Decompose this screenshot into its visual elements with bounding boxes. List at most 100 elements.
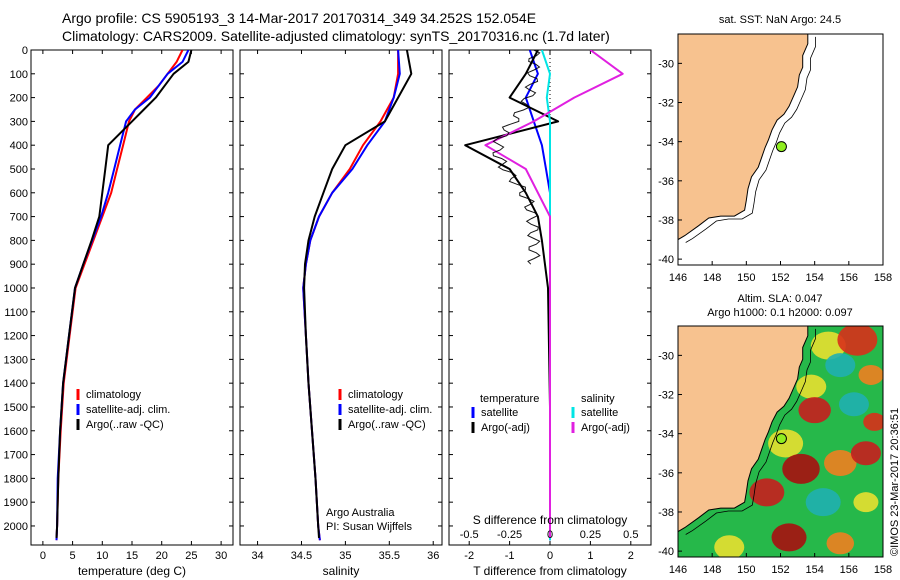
secondary-tick-label: 0.5: [623, 529, 638, 541]
legend-entry: Argo(-adj): [581, 422, 630, 434]
x-tick-label: 0: [40, 550, 46, 562]
map-x-tick-label: 150: [737, 564, 755, 576]
x-tick-label: 2: [628, 550, 634, 562]
y-tick-label: 1500: [4, 402, 28, 414]
x-tick-label: 30: [215, 550, 227, 562]
y-tick-label: 1000: [4, 283, 28, 295]
y-tick-label: 1700: [4, 450, 28, 462]
annotation-line-1: Argo Australia: [326, 507, 395, 519]
map-y-tick-label: -40: [658, 254, 674, 266]
y-tick-label: 100: [10, 69, 28, 81]
map-y-tick-label: -38: [658, 507, 674, 519]
secondary-tick-label: 0.25: [580, 529, 601, 541]
x-tick-label: 15: [126, 550, 138, 562]
legend-title-temperature: temperature: [480, 393, 539, 405]
difference-panel: -2 -1 0 1 2T difference from climatology temp…: [448, 49, 652, 578]
sla-anomaly-blob: [863, 412, 883, 431]
map-x-tick-label: 148: [703, 272, 721, 284]
y-tick-label: 1600: [4, 426, 28, 438]
sla-map-title-1: Altim. SLA: 0.047: [738, 293, 823, 305]
legend-entry: Argo(..raw -QC): [86, 419, 164, 431]
y-tick-label: 400: [10, 140, 28, 152]
sla-anomaly-blob: [782, 453, 820, 484]
map-x-tick-label: 150: [737, 272, 755, 284]
y-tick-label: 1800: [4, 473, 28, 485]
legend-entry: Argo(..raw -QC): [348, 419, 426, 431]
secondary-tick-label: -0.25: [497, 529, 522, 541]
sst_map-panel: 146 148 150 152 154 156 158 -30 -32 -34 -36 -38 -40: [658, 33, 892, 284]
difference-series-salinity-argo-adj-: [484, 50, 624, 538]
sla-anomaly-blob: [837, 326, 878, 356]
annotation-line-2: PI: Susan Wijffels: [326, 521, 412, 533]
y-tick-label: 800: [10, 235, 28, 247]
y-tick-label: 1900: [4, 497, 28, 509]
x-tick-label: 5: [70, 550, 76, 562]
legend-entry: climatology: [348, 389, 404, 401]
legend-entry: satellite-adj. clim.: [86, 404, 170, 416]
y-tick-label: 0: [22, 45, 28, 57]
map-x-tick-label: 156: [840, 272, 858, 284]
argo-float-marker: [775, 141, 787, 153]
title-line-2: Climatology: CARS2009. Satellite-adjuste…: [62, 28, 610, 44]
map-y-tick-label: -34: [658, 429, 674, 441]
temperature-panel: 0 5 10 15 20 25 300100200300400500600700800900…: [4, 45, 234, 578]
land-mass: [678, 34, 809, 241]
salinity-series-argo-raw-qc-: [303, 50, 413, 538]
x-tick-label: 34.5: [291, 550, 312, 562]
y-tick-label: 1100: [4, 307, 28, 319]
map-y-tick-label: -40: [658, 546, 674, 558]
y-tick-label: 500: [10, 164, 28, 176]
map-x-tick-label: 158: [874, 272, 892, 284]
x-tick-label: 1: [587, 550, 593, 562]
map-x-tick-label: 152: [771, 564, 789, 576]
title-line-1: Argo profile: CS 5905193_3 14-Mar-2017 2…: [62, 10, 537, 26]
x-tick-label: 10: [96, 550, 108, 562]
x-tick-label: 0: [547, 550, 553, 562]
legend-entry: satellite-adj. clim.: [348, 404, 432, 416]
legend-entry: satellite: [581, 407, 618, 419]
sla-anomaly-blob: [810, 331, 846, 360]
sla-anomaly-blob: [824, 450, 857, 477]
temperature-frame: [30, 49, 234, 546]
legend-entry: Argo(-adj): [481, 422, 530, 434]
temperature-series-argo-raw-qc-: [55, 50, 193, 538]
x-tick-label: 20: [156, 550, 168, 562]
secondary-tick-label: -0.5: [460, 529, 479, 541]
map-y-tick-label: -36: [658, 176, 674, 188]
map-y-tick-label: -30: [658, 58, 674, 70]
salinity-xlabel: salinity: [323, 564, 360, 578]
imos-timestamp: ©IMOS 23-Mar-2017 20:36:51: [889, 407, 900, 556]
sla-anomaly-blob: [805, 488, 841, 517]
map-y-tick-label: -36: [658, 468, 674, 480]
sla-anomaly-blob: [825, 353, 856, 378]
sla-anomaly-blob: [768, 429, 804, 458]
sla-anomaly-blob: [826, 532, 855, 555]
y-tick-label: 900: [10, 259, 28, 271]
legend-entry: climatology: [86, 389, 142, 401]
sla-anomaly-blob: [850, 441, 881, 466]
x-tick-label: 36: [427, 550, 439, 562]
argo-float-marker: [775, 433, 787, 445]
y-tick-label: 1200: [4, 331, 28, 343]
sst-map-title: sat. SST: NaN Argo: 24.5: [719, 14, 841, 26]
map-y-tick-label: -34: [658, 137, 674, 149]
map-x-tick-label: 154: [805, 564, 823, 576]
salinity-frame: [239, 49, 443, 546]
y-tick-label: 300: [10, 116, 28, 128]
map-y-tick-label: -32: [658, 390, 674, 402]
y-tick-label: 700: [10, 212, 28, 224]
x-tick-label: 35: [339, 550, 351, 562]
legend-title-salinity: salinity: [581, 393, 615, 405]
difference-series-temperature-argo-adj-: [464, 50, 560, 538]
y-tick-label: 600: [10, 188, 28, 200]
map-y-tick-label: -32: [658, 98, 674, 110]
map-y-tick-label: -30: [658, 350, 674, 362]
map-x-tick-label: 148: [703, 564, 721, 576]
y-tick-label: 200: [10, 93, 28, 105]
x-tick-label: -1: [505, 550, 515, 562]
sla-anomaly-blob: [771, 523, 807, 552]
x-tick-label: 34: [251, 550, 263, 562]
y-tick-label: 1400: [4, 378, 28, 390]
sla-anomaly-blob: [853, 492, 879, 513]
